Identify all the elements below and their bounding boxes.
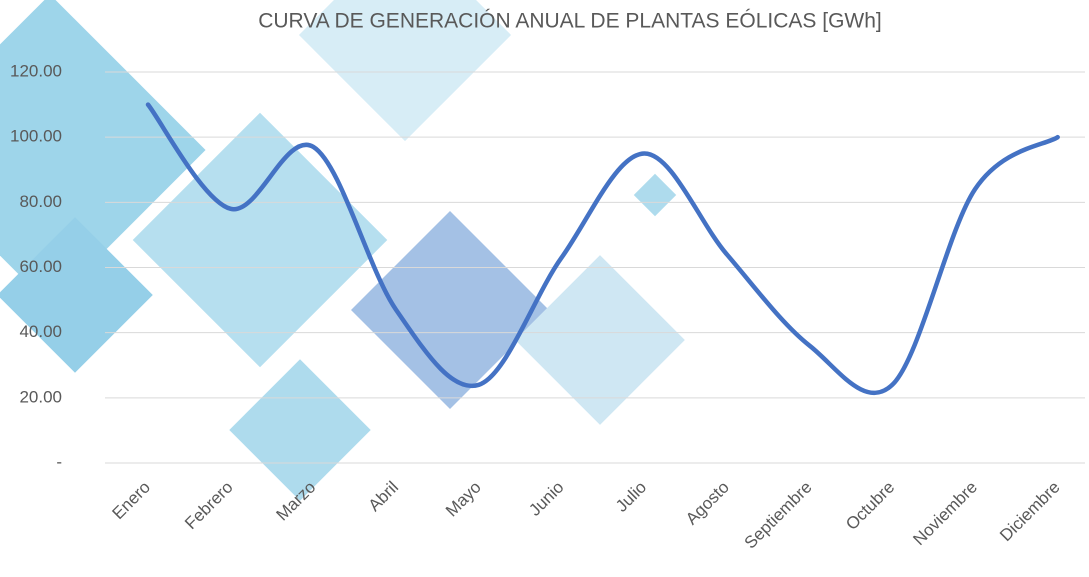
background-decoration [0,0,685,501]
y-tick-label: - [56,452,62,471]
y-tick-label: 80.00 [19,192,62,211]
line-series [145,102,1060,395]
y-tick-label: 100.00 [10,127,62,146]
x-tick-label: Agosto [682,478,733,529]
x-tick-label: Octubre [842,478,898,534]
chart-title: CURVA DE GENERACIÓN ANUAL DE PLANTAS EÓL… [258,10,882,33]
x-tick-label: Julio [612,478,650,516]
x-tick-label: Mayo [442,478,485,521]
x-tick-label: Septiembre [741,478,816,553]
y-tick-label: 120.00 [10,61,62,80]
x-tick-label: Enero [108,478,154,524]
y-tick-label: 40.00 [19,322,62,341]
y-tick-label: 20.00 [19,387,62,406]
x-tick-label: Noviembre [909,478,981,550]
y-tick-label: 60.00 [19,257,62,276]
x-tick-label: Abril [365,478,402,515]
x-tick-label: Junio [525,478,567,520]
x-tick-label: Febrero [181,478,237,534]
x-tick-label: Diciembre [996,478,1064,546]
